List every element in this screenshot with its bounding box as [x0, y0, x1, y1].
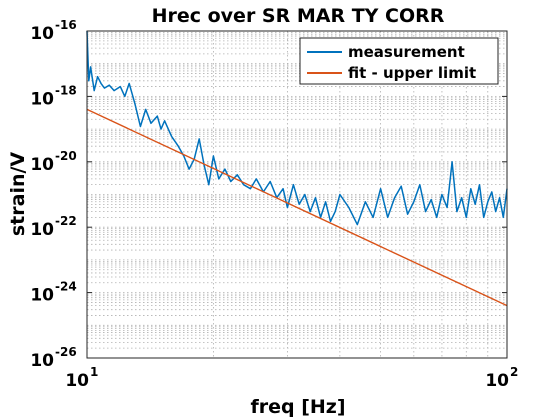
y-tick-exponent: -24 — [55, 280, 77, 294]
y-tick-label: 10 — [30, 220, 54, 240]
legend-entry: fit - upper limit — [348, 64, 476, 82]
series-line-measurement — [86, 30, 508, 226]
series-layer — [86, 30, 508, 307]
x-tick-label: 10 — [485, 371, 509, 391]
y-tick-exponent: -20 — [55, 149, 77, 163]
y-tick-label: 10 — [30, 24, 54, 44]
axes-box — [86, 30, 508, 359]
legend-box — [299, 37, 499, 85]
y-tick-exponent: -22 — [55, 214, 77, 228]
series-line-fit — [86, 108, 508, 307]
y-tick-exponent: -26 — [55, 345, 77, 359]
y-tick-exponent: -18 — [55, 83, 77, 97]
y-tick-label: 10 — [30, 155, 54, 175]
grid-layer — [87, 31, 507, 358]
y-axis-label: strain/V — [7, 152, 29, 237]
y-tick-label: 10 — [30, 286, 54, 306]
x-axis-label: freq [Hz] — [250, 396, 345, 418]
x-tick-exponent: 1 — [90, 365, 98, 379]
x-tick-exponent: 2 — [510, 365, 518, 379]
legend: measurement fit - upper limit — [299, 37, 499, 85]
legend-entry: measurement — [348, 43, 465, 61]
chart-title: Hrec over SR MAR TY CORR — [152, 5, 445, 27]
y-tick-exponent: -16 — [55, 18, 77, 32]
x-tick-label: 10 — [65, 371, 89, 391]
y-tick-label: 10 — [30, 351, 54, 371]
y-tick-label: 10 — [30, 89, 54, 109]
